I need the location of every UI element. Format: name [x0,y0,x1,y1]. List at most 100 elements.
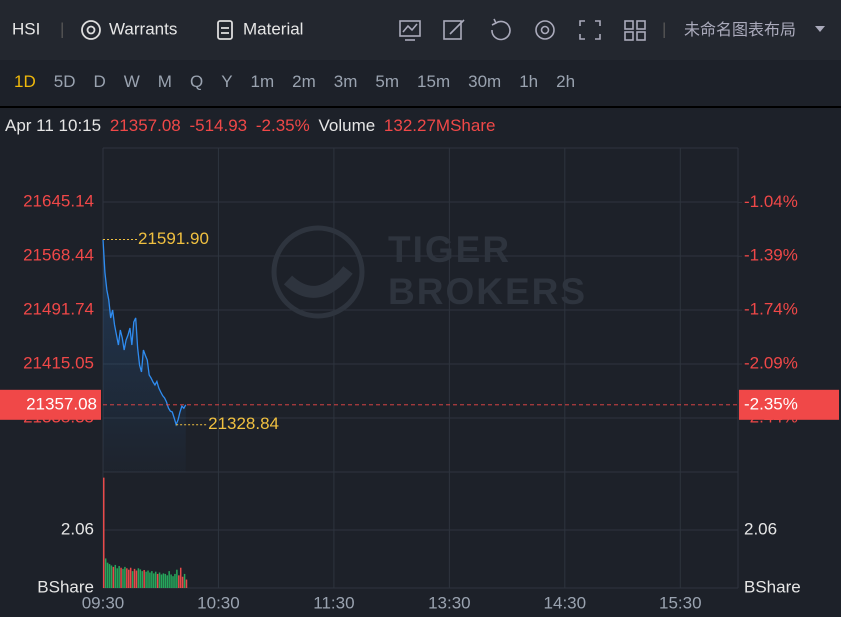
quote-bar: Apr 11 10:15 21357.08 -514.93 -2.35% Vol… [5,116,495,135]
y2-tick-label: -1.74% [744,300,798,319]
volume-label: Volume [318,116,375,135]
period[interactable]: Y [221,72,232,91]
volume-bar [183,573,186,588]
volume-bar [116,568,118,588]
y2-tick-label: -1.39% [744,246,798,265]
indicator-icon[interactable] [399,20,421,41]
reset-icon[interactable] [491,18,511,41]
period[interactable]: 2m [292,72,316,91]
volume-bar [158,572,161,588]
last-pct: -2.35% [744,394,798,413]
quote-time: Apr 11 10:15 [5,116,101,135]
volume-bar [141,571,143,588]
volume-bar [178,575,180,588]
volume-bar [153,573,155,588]
volume-bar [143,569,145,588]
x-tick-label: 09:30 [82,593,125,612]
material-icon[interactable] [217,20,233,40]
low-label: 21328.84 [208,414,279,433]
volume-tick-label: 2.06 [61,519,94,538]
high-label: 21591.90 [138,229,209,248]
period[interactable]: 3m [334,72,358,91]
watermark: TIGER BROKERS [271,225,587,319]
volume-bar [149,572,151,588]
period[interactable]: W [124,72,140,91]
layout-icon[interactable] [624,20,646,41]
y2-tick-label: -2.09% [744,354,798,373]
period[interactable]: 5D [54,72,76,91]
symbol[interactable]: HSI [12,19,40,38]
volume-bar [145,571,147,588]
volume-bar [103,477,105,588]
volume-bar [151,571,153,588]
last-price: 21357.08 [26,394,97,413]
tab[interactable]: Material [243,19,303,38]
draw-icon[interactable] [443,19,465,40]
y2-tick-label: -1.04% [744,192,798,211]
settings-icon[interactable] [535,20,555,40]
volume-bar [120,567,122,588]
period[interactable]: 15m [417,72,450,91]
layout-name[interactable]: 未命名图表布局 [684,21,796,39]
volume-bar [131,571,134,588]
volume-value: 132.27MShare [384,116,496,135]
price-area [103,239,186,472]
separator: | [662,19,666,38]
period[interactable]: 1D [14,72,36,91]
volume-bar [108,564,111,588]
period[interactable]: Q [190,72,203,91]
watermark-logo [283,266,353,298]
watermark-logo [271,225,365,319]
period[interactable]: D [93,72,105,91]
dropdown-arrow[interactable] [815,26,825,32]
volume-bar [126,568,128,588]
x-tick-label: 10:30 [197,593,240,612]
watermark-text: BROKERS [388,271,587,312]
volume-bar [170,574,172,588]
volume-bar [166,575,168,588]
volume-bar [181,576,184,588]
volume-bar [162,573,165,588]
period[interactable]: 2h [556,72,575,91]
volume-bar [160,574,163,588]
warrants-icon[interactable] [81,20,101,40]
period[interactable]: 5m [375,72,399,91]
price-line [102,239,187,427]
volume-bar [129,567,132,588]
volume-bar [135,570,138,588]
y-tick-label: 21491.74 [23,299,94,318]
volume-tick-label: 2.06 [744,519,777,538]
tab[interactable]: Warrants [109,19,177,38]
quote-price: 21357.08 [110,116,181,135]
period[interactable]: 1h [519,72,538,91]
volume-bar [179,567,182,588]
volume-bar [168,571,170,588]
period[interactable]: M [158,72,172,91]
volume-bar [139,569,142,588]
tool-icons [399,18,646,41]
volume-bar [122,568,124,588]
quote-change-pct: -2.35% [256,116,310,135]
y-tick-label: 21645.14 [23,191,94,210]
volume-bar [156,573,159,588]
last-pct-tag [739,389,839,420]
y-tick-label: 21415.05 [23,353,94,372]
x-tick-label: 13:30 [428,593,471,612]
period[interactable]: 1m [251,72,275,91]
volume-bar [185,579,188,588]
separator: | [60,19,64,38]
volume-bar [133,568,136,588]
volume-unit: BShare [744,577,801,596]
period[interactable]: 30m [468,72,501,91]
volume-bar [137,568,140,588]
volume-unit: BShare [37,577,94,596]
volume-bar [114,564,117,588]
plot: 09:3010:3011:3013:3014:3015:3021338.3521… [0,147,839,612]
volume-bar [124,566,126,588]
fullscreen-icon[interactable] [579,20,601,40]
volume-bar [154,571,157,588]
volume-bar [106,562,109,588]
volume-bar [110,565,113,588]
